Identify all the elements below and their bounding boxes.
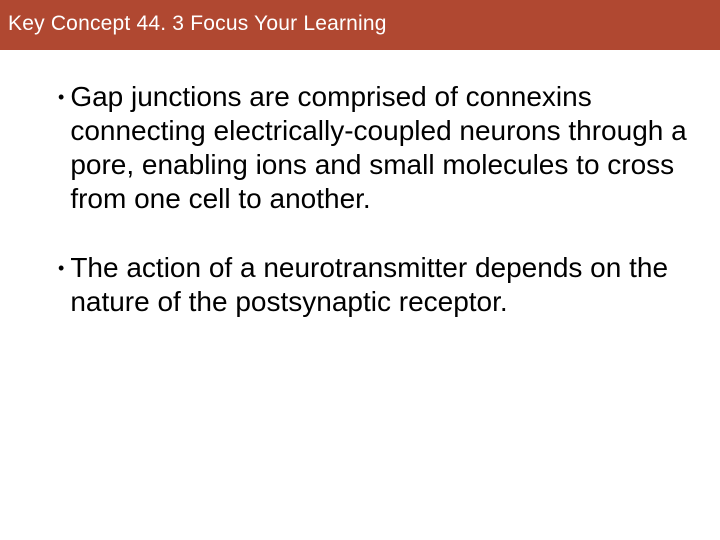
slide-header: Key Concept 44. 3 Focus Your Learning bbox=[0, 0, 720, 50]
bullet-text: Gap junctions are comprised of connexins… bbox=[70, 80, 690, 217]
bullet-text: The action of a neurotransmitter depends… bbox=[70, 251, 690, 319]
bullet-item: • Gap junctions are comprised of connexi… bbox=[58, 80, 690, 217]
slide-title: Key Concept 44. 3 Focus Your Learning bbox=[8, 12, 712, 36]
bullet-dot-icon: • bbox=[58, 251, 64, 285]
bullet-dot-icon: • bbox=[58, 80, 64, 114]
slide-content: • Gap junctions are comprised of connexi… bbox=[0, 50, 720, 319]
bullet-item: • The action of a neurotransmitter depen… bbox=[58, 251, 690, 319]
